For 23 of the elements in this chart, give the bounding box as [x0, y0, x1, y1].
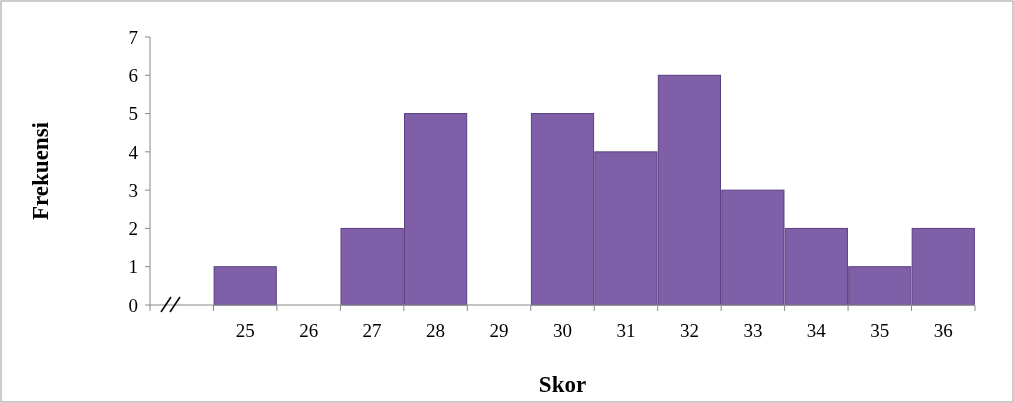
y-tick-label: 0 — [128, 294, 138, 316]
x-tick-label: 33 — [743, 320, 763, 341]
y-tick-label: 2 — [128, 218, 138, 240]
y-tick-label: 4 — [128, 141, 139, 163]
x-tick-label: 36 — [933, 320, 953, 341]
x-tick-label: 34 — [806, 320, 827, 341]
x-tick-label: 27 — [362, 320, 382, 341]
y-tick-label: 7 — [128, 26, 138, 48]
x-tick-label: 29 — [489, 320, 509, 341]
bar — [213, 266, 277, 306]
x-tick-label: 35 — [870, 320, 890, 341]
y-tick-label: 6 — [128, 64, 138, 86]
x-tick-label: 30 — [553, 320, 572, 341]
x-tick-label: 31 — [616, 320, 636, 341]
y-axis-title: Frekuensi — [28, 121, 53, 220]
y-tick-label: 1 — [128, 256, 138, 278]
x-tick-label: 32 — [679, 320, 699, 341]
y-tick-label: 5 — [128, 103, 138, 125]
x-tick-label: 26 — [299, 320, 319, 341]
x-tick-label: 25 — [235, 320, 255, 341]
x-tick-label: 28 — [426, 320, 446, 341]
x-axis-title: Skor — [538, 372, 587, 397]
y-tick-label: 3 — [128, 179, 138, 201]
